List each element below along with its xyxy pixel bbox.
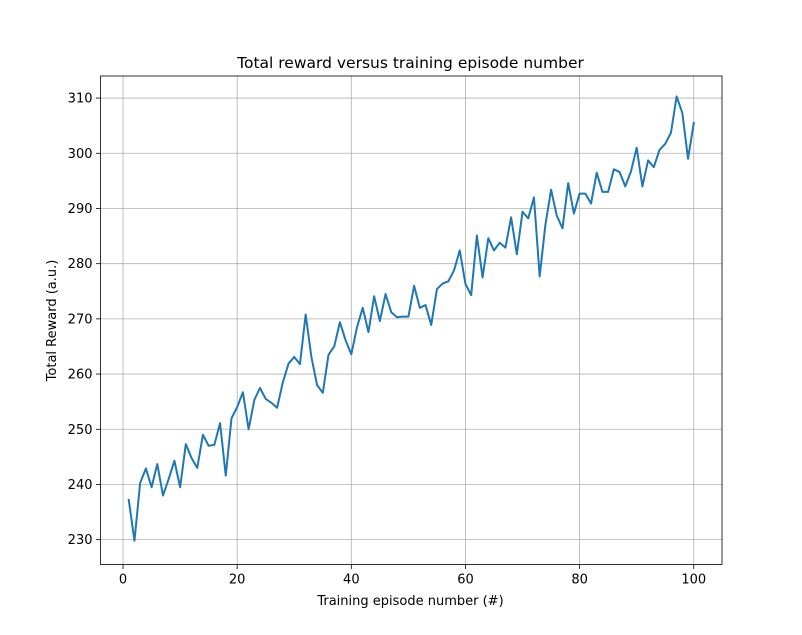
- y-tick-label: 260: [68, 368, 93, 383]
- x-axis: 0 20 40 60 80 100: [119, 564, 706, 588]
- x-tick-label: 100: [681, 573, 706, 588]
- series-layer: [127, 95, 695, 542]
- y-tick-label: 230: [68, 533, 93, 548]
- x-tick-label: 80: [571, 573, 588, 588]
- y-tick-label: 250: [68, 423, 93, 438]
- y-tick-label: 270: [68, 312, 93, 327]
- x-tick-label: 60: [457, 573, 474, 588]
- y-tick-label: 280: [68, 257, 93, 272]
- y-axis: 230 240 250 260 270 280 290 300 310: [68, 92, 101, 548]
- reward-series-line: [127, 95, 695, 542]
- plot-area: [100, 75, 723, 565]
- x-tick-label: 20: [229, 573, 246, 588]
- y-axis-label: Total Reward (a.u.): [45, 260, 60, 383]
- y-tick-label: 310: [68, 92, 93, 107]
- y-tick-label: 240: [68, 478, 93, 493]
- x-tick-label: 40: [343, 573, 360, 588]
- x-tick-label: 0: [119, 573, 127, 588]
- grid-lines: [100, 76, 722, 565]
- y-tick-label: 300: [68, 147, 93, 162]
- x-axis-label: Training episode number (#): [316, 594, 503, 609]
- chart-title: Total reward versus training episode num…: [236, 54, 584, 72]
- y-tick-label: 290: [68, 202, 93, 217]
